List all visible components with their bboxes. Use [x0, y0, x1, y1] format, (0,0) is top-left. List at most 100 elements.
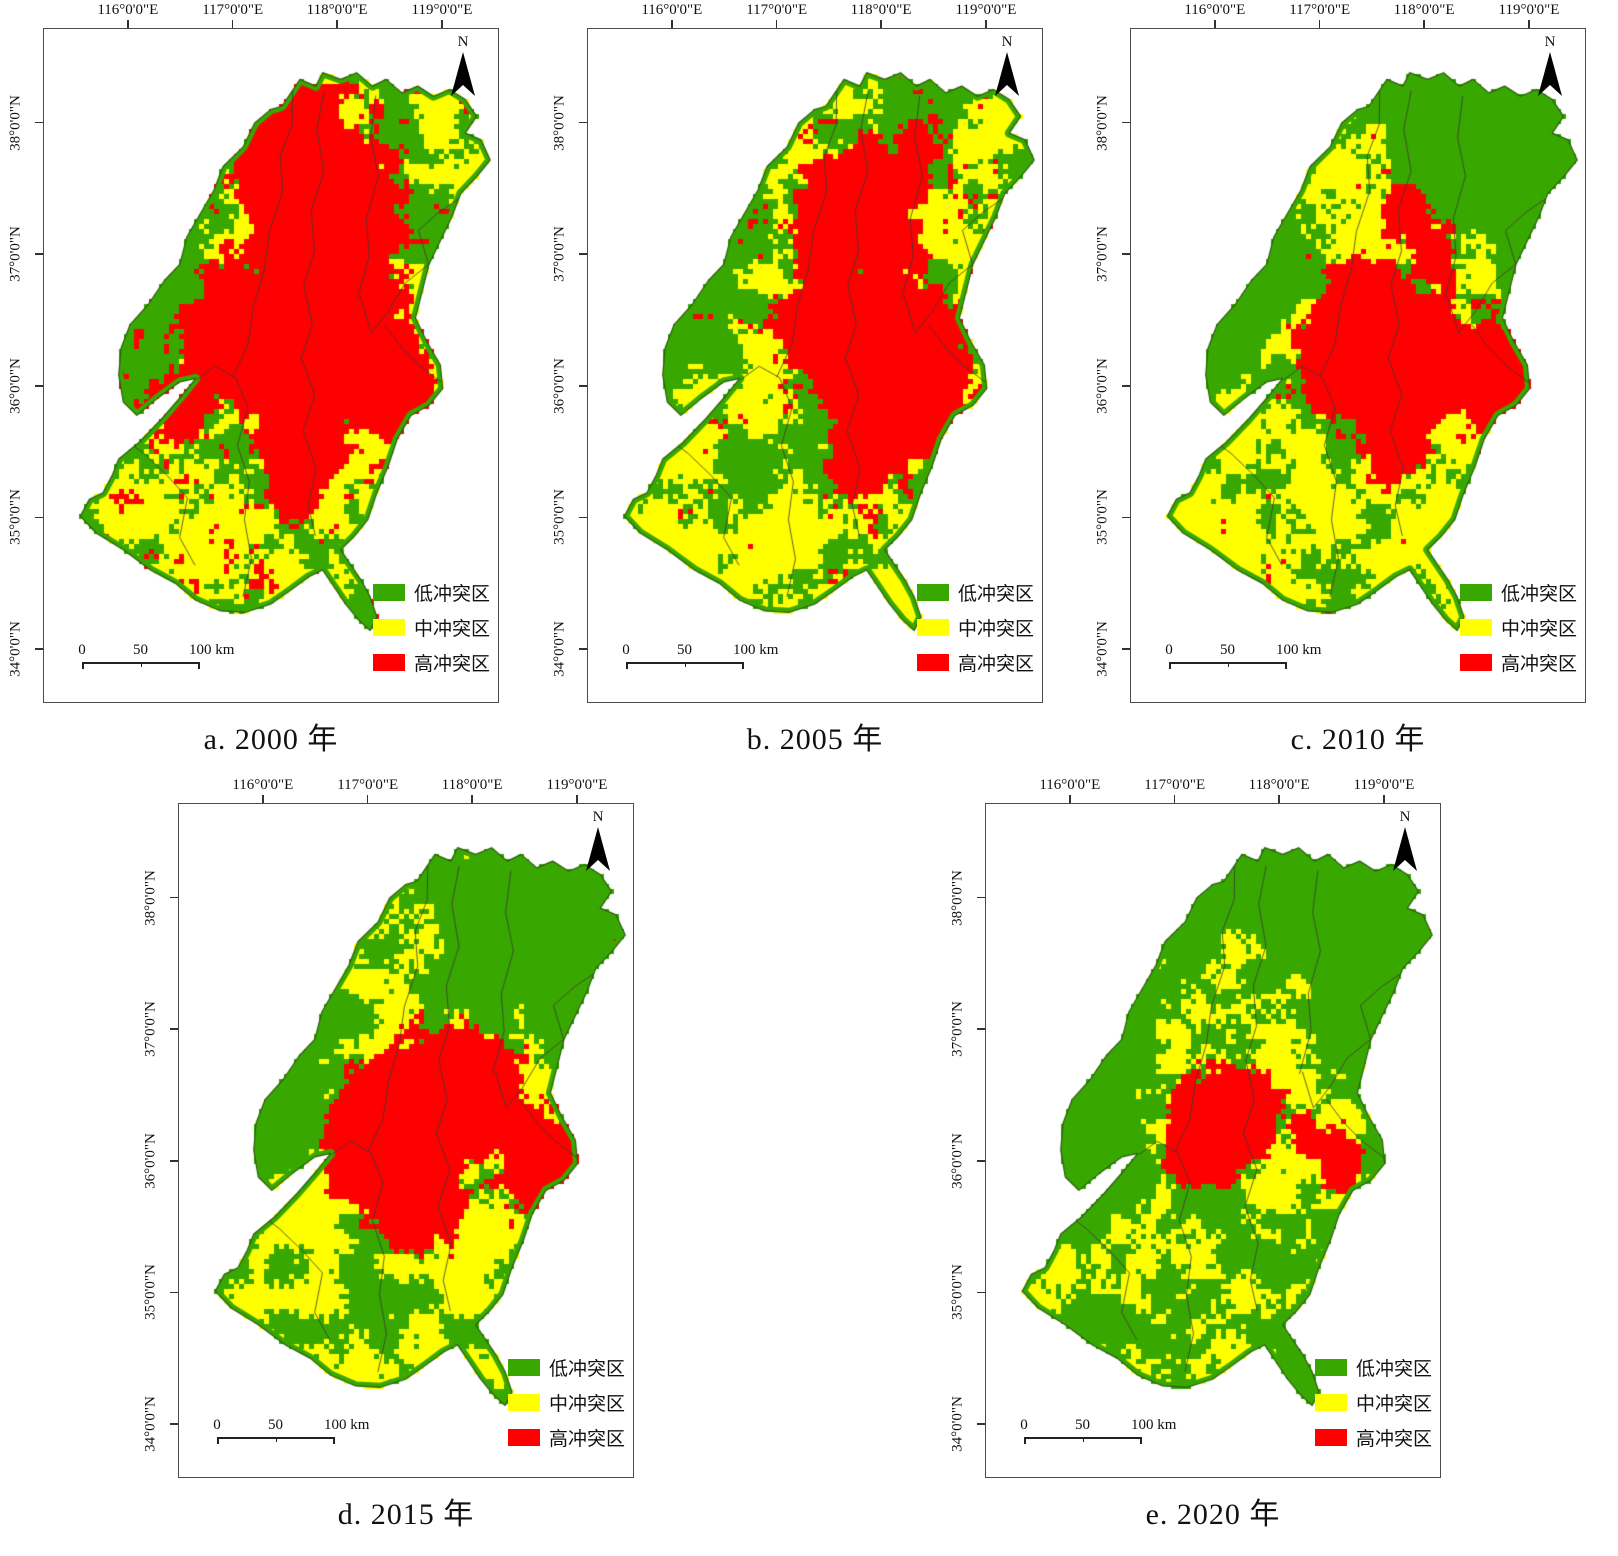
lat-tick: [35, 384, 43, 387]
lat-tick: [579, 648, 587, 650]
legend-swatch-high: [1314, 1429, 1347, 1446]
legend-swatch-mid: [372, 619, 405, 636]
north-arrow-icon: [1538, 52, 1562, 96]
lon-tick: [1383, 795, 1385, 803]
lon-label: 119°0'0"E: [1353, 777, 1415, 793]
scale-bar: 0 50 100 km: [1020, 1417, 1176, 1453]
legend-item-mid: 中冲突区: [1314, 1389, 1432, 1416]
map-legend: 低冲突区中冲突区高冲突区: [916, 571, 1034, 676]
lon-tick: [336, 20, 338, 28]
map-panel-b: 116°0'0"E 117°0'0"E 118°0'0"E 119°0'0"E 38°…: [544, 0, 1044, 770]
north-arrow-icon: [995, 52, 1019, 96]
lon-tick: [231, 20, 234, 28]
lon-tick: [671, 20, 673, 28]
map-panel-c: 116°0'0"E 117°0'0"E 118°0'0"E 119°0'0"E 38°…: [1087, 0, 1587, 770]
scale-label: 100 km: [733, 642, 779, 658]
map-legend: 低冲突区 中冲突区 高冲突区: [1314, 1346, 1432, 1451]
legend-swatch-low: [916, 584, 949, 601]
scale-label: 100 km: [1276, 642, 1322, 658]
scale-bar: 0 50 100 km: [622, 642, 778, 678]
lat-label: 37°0'0"N: [7, 226, 24, 282]
lon-label: 116°0'0"E: [97, 2, 159, 18]
lat-label: 36°0'0"N: [949, 1132, 966, 1189]
legend-swatch-high: [372, 654, 405, 671]
scale-label: 50: [133, 642, 148, 658]
legend-label: 低冲突区: [1355, 1359, 1432, 1380]
lat-tick: [977, 896, 985, 899]
lon-tick: [366, 795, 369, 803]
north-label: N: [592, 809, 604, 825]
scale-label: 50: [677, 642, 692, 658]
lat-label: 36°0'0"N: [551, 357, 568, 414]
lat-tick: [35, 253, 43, 255]
lon-label: 117°0'0"E: [1144, 777, 1206, 793]
legend-item-high: 高冲突区: [372, 649, 490, 676]
lat-label: 34°0'0"N: [949, 1396, 966, 1452]
north-arrow: N: [577, 810, 619, 874]
legend-label: 中冲突区: [957, 619, 1034, 640]
scale-tick: [217, 1437, 219, 1444]
lon-label: 119°0'0"E: [546, 777, 608, 793]
legend-label: 低冲突区: [1500, 584, 1577, 605]
lat-tick: [977, 1291, 985, 1294]
lat-tick: [977, 1423, 985, 1425]
lat-label: 37°0'0"N: [1094, 226, 1111, 282]
lon-label: 119°0'0"E: [411, 2, 473, 18]
scale-tick: [275, 1437, 278, 1442]
lat-tick: [35, 648, 43, 650]
scale-tick: [1140, 1437, 1142, 1444]
lat-label: 34°0'0"N: [142, 1396, 159, 1452]
lon-tick: [880, 20, 882, 28]
lon-label: 116°0'0"E: [232, 777, 294, 793]
legend-label: 低冲突区: [957, 584, 1034, 605]
scale-bar: 0 50 100 km: [78, 642, 234, 678]
lon-tick: [1528, 20, 1530, 28]
scale-tick: [1082, 1437, 1085, 1442]
legend-swatch-high: [507, 1429, 540, 1446]
legend-item-low: 低冲突区: [1459, 579, 1577, 606]
legend-label: 中冲突区: [1355, 1394, 1432, 1415]
lat-label: 38°0'0"N: [1094, 94, 1111, 151]
lon-label: 119°0'0"E: [955, 2, 1017, 18]
lat-tick: [977, 1028, 985, 1030]
legend-item-low: 低冲突区: [507, 1354, 625, 1381]
lon-tick: [985, 20, 987, 28]
lon-tick: [127, 20, 129, 28]
lat-label: 36°0'0"N: [1094, 357, 1111, 414]
lat-tick: [170, 1423, 178, 1425]
lat-tick: [1122, 648, 1130, 650]
map-panel-d: 116°0'0"E 117°0'0"E 118°0'0"E 119°0'0"E 38°…: [135, 775, 635, 1545]
lon-label: 118°0'0"E: [441, 777, 503, 793]
lon-label: 116°0'0"E: [1039, 777, 1101, 793]
legend-label: 低冲突区: [413, 584, 490, 605]
lat-tick: [579, 516, 587, 519]
legend-swatch-high: [916, 654, 949, 671]
panel-caption: e. 2020 年: [1145, 1498, 1281, 1531]
lat-tick: [1122, 121, 1130, 124]
legend-item-low: 低冲突区: [1314, 1354, 1432, 1381]
north-label: N: [1001, 34, 1013, 50]
legend-item-high: 高冲突区: [916, 649, 1034, 676]
panel-caption: b. 2005 年: [746, 723, 884, 756]
lat-tick: [170, 1291, 178, 1294]
lat-tick: [579, 121, 587, 124]
lat-tick: [1122, 516, 1130, 519]
lon-tick: [1214, 20, 1216, 28]
lon-label: 118°0'0"E: [850, 2, 912, 18]
lon-tick: [262, 795, 264, 803]
north-arrow: N: [1384, 810, 1426, 874]
legend-label: 高冲突区: [1500, 654, 1577, 675]
lon-tick: [1423, 20, 1425, 28]
lat-label: 35°0'0"N: [1094, 489, 1111, 546]
panel-caption: d. 2015 年: [337, 1498, 475, 1531]
lon-tick: [1069, 795, 1071, 803]
legend-swatch-mid: [916, 619, 949, 636]
scale-tick: [1285, 662, 1287, 669]
legend-swatch-low: [1459, 584, 1492, 601]
lat-label: 34°0'0"N: [1094, 621, 1111, 677]
lat-label: 35°0'0"N: [949, 1264, 966, 1321]
north-arrow-icon: [586, 827, 610, 871]
legend-swatch-mid: [1459, 619, 1492, 636]
lat-label: 34°0'0"N: [551, 621, 568, 677]
